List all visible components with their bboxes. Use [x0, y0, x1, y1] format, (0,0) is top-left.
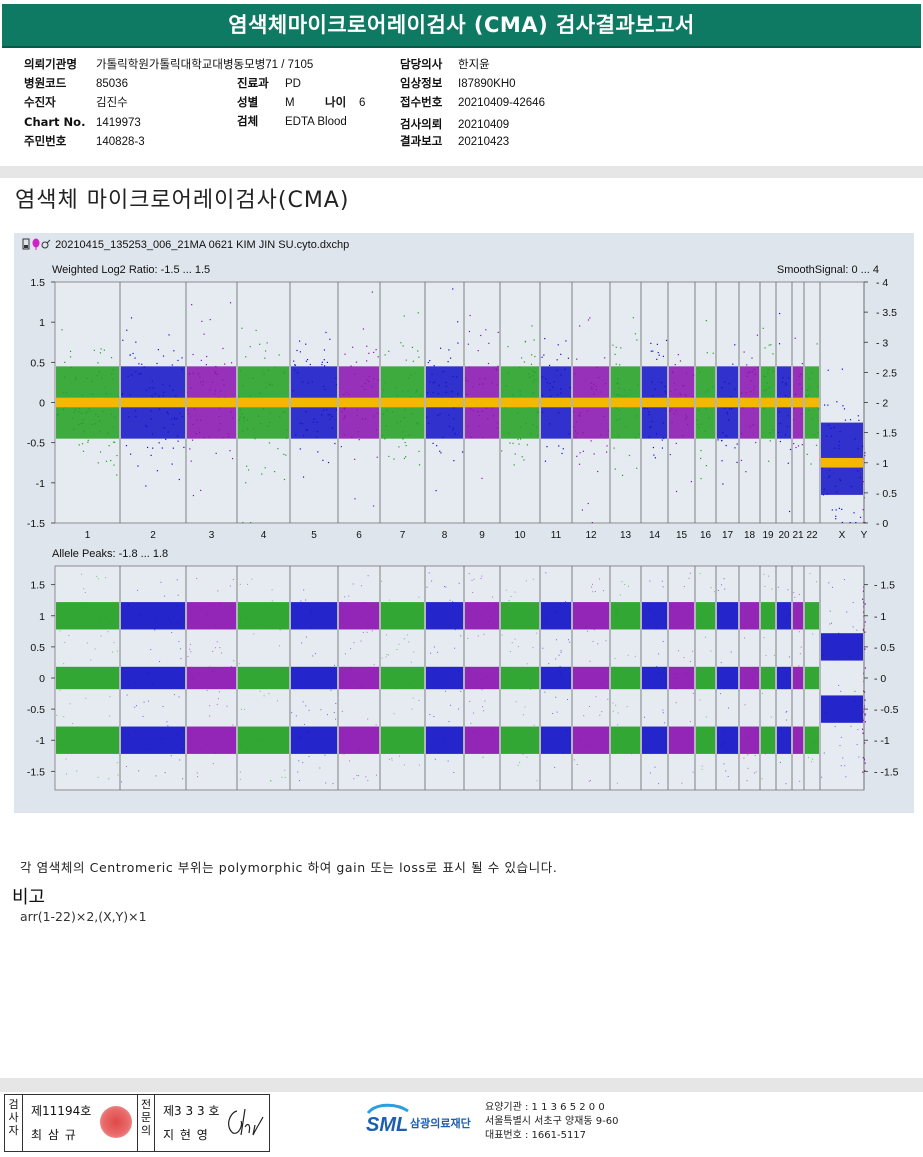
phone-number: 대표번호 : 1661-5117	[485, 1130, 587, 1141]
info-value: 김진수	[96, 97, 128, 109]
section-divider	[0, 166, 923, 178]
info-label: 의뢰기관명	[24, 57, 77, 71]
info-value: 6	[359, 97, 366, 109]
info-value: 20210409	[458, 119, 510, 131]
seal-stamp-icon	[100, 1106, 132, 1138]
signature-box: 검사자 제11194호 최 삼 규 전문의 제3 3 3 호 지 현 영	[4, 1094, 270, 1152]
cma-chart-panel	[14, 233, 914, 813]
info-value: 20210409-42646	[458, 97, 545, 109]
info-row: 임상정보 I87890KH0	[400, 75, 516, 91]
specialist-vertical-label: 전문의	[137, 1095, 155, 1151]
info-row: 검체 EDTA Blood	[237, 113, 347, 129]
centromere-note: 각 염색체의 Centromeric 부위는 polymorphic 하여 ga…	[20, 860, 558, 875]
info-value: 한지윤	[458, 59, 490, 71]
info-label: 진료과	[237, 76, 269, 90]
info-value: I87890KH0	[458, 78, 516, 90]
info-value: M	[285, 97, 295, 109]
info-label: Chart No.	[24, 115, 86, 129]
info-label: 검사의뢰	[400, 117, 443, 131]
info-label: 접수번호	[400, 95, 443, 109]
specialist-license: 제3 3 3 호	[163, 1104, 220, 1118]
institution-code: 요양기관 : 1 1 3 6 5 2 0 0	[485, 1102, 605, 1113]
info-row: 결과보고 20210423	[400, 133, 509, 149]
examiner-license: 제11194호	[31, 1104, 92, 1118]
info-label: 수진자	[24, 95, 56, 109]
info-label: 임상정보	[400, 76, 443, 90]
info-label: 담당의사	[400, 57, 443, 71]
info-value: PD	[285, 78, 301, 90]
examiner-name: 최 삼 규	[31, 1128, 77, 1142]
info-label: 결과보고	[400, 134, 443, 148]
info-label: 성별	[237, 95, 259, 109]
specialist-name: 지 현 영	[163, 1128, 209, 1142]
footer-divider	[0, 1078, 923, 1092]
info-value: EDTA Blood	[285, 116, 347, 128]
info-row: 검사의뢰 20210409	[400, 116, 509, 132]
section-title: 염색체 마이크로어레이검사(CMA)	[15, 188, 350, 213]
info-row: 병원코드 85036	[24, 75, 128, 91]
info-row: 의뢰기관명 가톨릭학원가톨릭대학교대병동모병71 / 7105	[24, 56, 313, 72]
info-row: 성별 M 나이 6	[237, 94, 365, 110]
karyotype-result: arr(1-22)×2,(X,Y)×1	[20, 909, 147, 924]
info-label: 검체	[237, 114, 259, 128]
report-title: 염색체마이크로어레이검사 (CMA) 검사결과보고서	[2, 4, 921, 48]
chart-file-line: 20210415_135253_006_21MA 0621 KIM JIN SU…	[22, 238, 349, 251]
info-value: 가톨릭학원가톨릭대학교대병동모병71 / 7105	[96, 59, 314, 71]
chart-file-name: 20210415_135253_006_21MA 0621 KIM JIN SU…	[55, 239, 350, 251]
examiner-vertical-label: 검사자	[5, 1095, 23, 1151]
info-value: 140828-3	[96, 136, 145, 148]
sample-status-icon	[22, 238, 51, 250]
info-value: 85036	[96, 78, 128, 90]
signature-icon	[228, 1108, 264, 1136]
info-row: 주민번호 140828-3	[24, 133, 145, 149]
info-label: 나이	[325, 95, 347, 109]
org-address: 요양기관 : 1 1 3 6 5 2 0 0 서울특별시 서초구 양재동 9-6…	[485, 1101, 618, 1143]
report-header: 염색체마이크로어레이검사 (CMA) 검사결과보고서	[0, 0, 923, 48]
info-label: 주민번호	[24, 134, 67, 148]
sml-logo-text: SML	[366, 1114, 408, 1135]
org-name: 삼광의료재단	[410, 1117, 471, 1130]
info-row: 접수번호 20210409-42646	[400, 94, 545, 110]
address-line: 서울특별시 서초구 양재동 9-60	[485, 1116, 619, 1127]
info-value: 20210423	[458, 136, 510, 148]
remarks-label: 비고	[12, 887, 46, 908]
sml-logo-icon: SML	[366, 1103, 409, 1135]
info-row: 수진자 김진수	[24, 94, 128, 110]
info-label: 병원코드	[24, 76, 67, 90]
info-row: 진료과 PD	[237, 75, 301, 91]
info-row: Chart No. 1419973	[24, 115, 141, 129]
patient-info: 의뢰기관명 가톨릭학원가톨릭대학교대병동모병71 / 7105 병원코드 85036…	[0, 48, 923, 166]
info-value: 1419973	[96, 117, 141, 129]
info-row: 담당의사 한지윤	[400, 56, 490, 72]
